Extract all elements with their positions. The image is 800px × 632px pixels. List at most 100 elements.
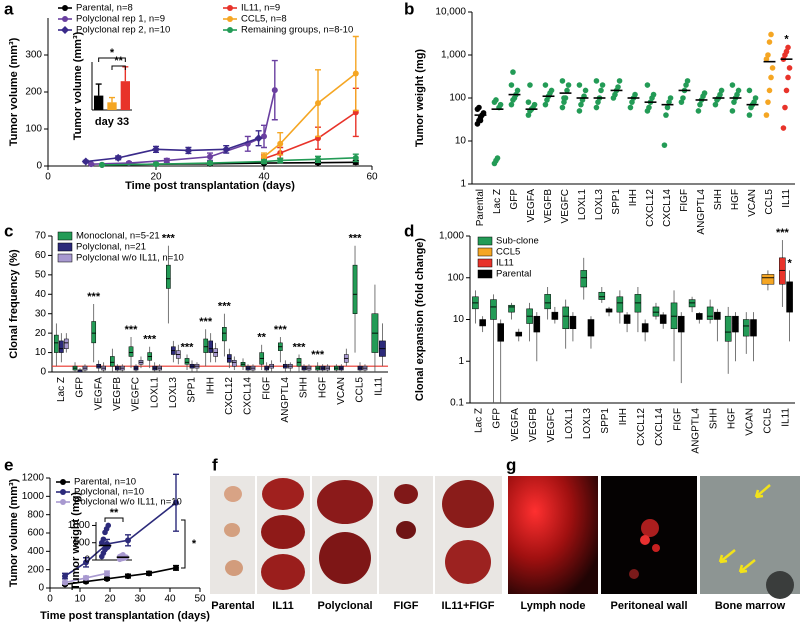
- data-point: [695, 108, 702, 114]
- data-point: [222, 145, 231, 154]
- box: [222, 327, 227, 342]
- x-tick-label: CXCL12: [636, 408, 647, 446]
- x-axis-label: Time post transplantation (days): [40, 610, 210, 622]
- legend-label: Parental: [496, 269, 531, 280]
- legend-label: Remaining groups, n=8-10: [241, 25, 353, 36]
- significance-bracket: [181, 519, 186, 569]
- x-tick-label: 60: [366, 172, 378, 183]
- y-tick-label: 10: [455, 136, 467, 147]
- x-tick-label: IL11: [781, 408, 792, 427]
- data-point: [163, 157, 170, 164]
- tumor: [224, 486, 242, 502]
- box: [750, 319, 757, 337]
- x-tick-label: CCL5: [355, 377, 366, 403]
- tumor: [261, 554, 305, 590]
- data-point: [752, 95, 759, 101]
- data-point: [785, 74, 791, 81]
- y-tick-label: 40: [35, 289, 47, 300]
- x-tick-label: SHH: [299, 377, 310, 398]
- x-tick-label: SHH: [708, 408, 719, 429]
- significance: ***: [311, 349, 325, 361]
- box: [706, 306, 714, 320]
- x-tick-label: VEGFA: [526, 189, 537, 223]
- x-tick-label: IL11: [373, 377, 384, 396]
- tumor: [396, 521, 416, 539]
- data-point: [766, 39, 773, 45]
- box: [508, 304, 515, 313]
- x-tick-label: VEGFA: [93, 377, 104, 411]
- x-tick-label: 50: [194, 594, 206, 605]
- x-tick-label: 0: [45, 172, 51, 183]
- box: [580, 270, 588, 288]
- x-tick-label: VCAN: [336, 377, 347, 405]
- legend-label: CCL5: [496, 247, 520, 258]
- x-tick-label: FIGF: [672, 408, 683, 431]
- data-point: [120, 552, 126, 558]
- x-tick-label: IHH: [628, 189, 639, 206]
- x-tick-label: LOXL3: [594, 189, 605, 221]
- x-tick-label: SHH: [713, 189, 724, 210]
- panel-label: e: [4, 455, 13, 474]
- legend-label: Monoclonal, n=5-21: [76, 231, 160, 242]
- y-tick-label: 10,000: [435, 7, 466, 18]
- y-axis-label: Clonal frequency (%): [8, 249, 20, 359]
- y-axis-label: Tumor weight (mg): [70, 492, 82, 591]
- significance: ***: [143, 334, 157, 346]
- box: [742, 319, 750, 337]
- legend-label: Polyclonal rep 2, n=10: [76, 25, 170, 36]
- x-tick-label: Parental: [475, 189, 486, 226]
- x-tick-label: Lac Z: [56, 377, 67, 402]
- data-point: [476, 104, 482, 111]
- bone-region: [766, 571, 794, 599]
- y-tick-label: 300: [25, 50, 42, 61]
- y-axis-label: Tumor weight (mg): [414, 49, 426, 148]
- box: [616, 296, 624, 313]
- tumor: [394, 484, 418, 504]
- legend-marker: [60, 489, 66, 495]
- data-point: [632, 91, 638, 98]
- box: [652, 306, 660, 317]
- significance: *: [192, 538, 197, 550]
- data-point: [493, 97, 499, 103]
- legend-label: Parental, n=8: [76, 3, 133, 14]
- box: [605, 308, 613, 313]
- y-tick-label: 0: [84, 555, 90, 566]
- legend-marker: [57, 242, 73, 252]
- data-point: [525, 99, 532, 105]
- data-point: [593, 104, 600, 111]
- data-point: [173, 499, 179, 506]
- box: [544, 294, 551, 310]
- y-tick-label: 1,000: [441, 50, 466, 61]
- panel-label: d: [404, 221, 414, 240]
- x-tick-label: HGF: [730, 189, 741, 210]
- data-point: [207, 160, 213, 167]
- box: [732, 315, 739, 333]
- significance: *: [784, 33, 789, 45]
- x-tick-label: LOXL1: [149, 377, 160, 409]
- data-point: [152, 145, 160, 154]
- data-point: [615, 84, 621, 90]
- box: [587, 319, 595, 337]
- data-point: [765, 99, 771, 105]
- legend-marker: [60, 479, 66, 485]
- x-tick-label: VCAN: [745, 408, 756, 436]
- x-tick-label: VEGFB: [112, 377, 123, 411]
- box: [54, 334, 59, 353]
- data-point: [680, 95, 686, 101]
- series-line: [263, 72, 357, 158]
- data-point: [768, 74, 774, 81]
- cell-cluster: [641, 519, 659, 537]
- photo-label: IL11+FIGF: [442, 600, 495, 612]
- data-point: [646, 104, 652, 111]
- data-point: [769, 65, 776, 71]
- legend-marker: [477, 236, 493, 246]
- data-point: [782, 104, 788, 111]
- box: [724, 315, 732, 342]
- data-point: [527, 82, 533, 88]
- y-tick-label: 1200: [22, 473, 45, 484]
- data-point: [559, 78, 566, 84]
- y-tick-label: 0: [38, 583, 44, 594]
- x-tick-label: Lac Z: [474, 408, 485, 433]
- x-tick-label: GFP: [492, 408, 503, 429]
- x-tick-label: 20: [150, 172, 162, 183]
